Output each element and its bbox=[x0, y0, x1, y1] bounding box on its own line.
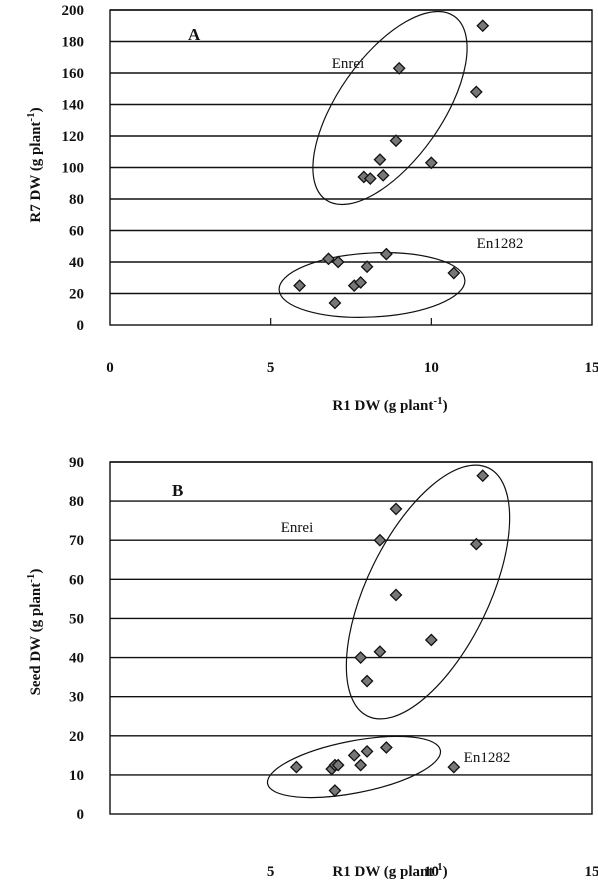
data-point-en1282 bbox=[360, 745, 374, 758]
x-tick-label: 15 bbox=[585, 864, 598, 880]
y-tick-label: 200 bbox=[62, 3, 85, 19]
group-ellipse-enrei bbox=[312, 10, 468, 206]
y-tick-label: 70 bbox=[69, 533, 84, 549]
data-point-enrei bbox=[389, 588, 403, 602]
group-label-enrei: Enrei bbox=[332, 56, 364, 72]
data-point-en1282 bbox=[354, 276, 368, 289]
y-tick-label: 40 bbox=[69, 651, 84, 667]
panel-letter: A bbox=[188, 25, 201, 44]
x-tick-label: 10 bbox=[424, 360, 439, 376]
y-tick-label: 0 bbox=[77, 807, 85, 823]
plot-frame bbox=[109, 461, 593, 815]
data-point-en1282 bbox=[354, 758, 368, 772]
panel-a: 0 20 40 60 80 100 120 140 160 180 200 0 5 10 15 R1 DW (… bbox=[25, 3, 598, 414]
y-tick-label: 10 bbox=[69, 768, 84, 784]
x-tick-label: 15 bbox=[585, 360, 598, 376]
data-point-enrei bbox=[373, 645, 387, 659]
data-point-enrei bbox=[389, 502, 403, 516]
data-point-enrei bbox=[392, 61, 406, 75]
data-point-enrei bbox=[354, 651, 368, 664]
x-tick-label: 0 bbox=[106, 360, 114, 376]
data-point-enrei bbox=[476, 19, 490, 33]
y-tick-label: 160 bbox=[62, 66, 85, 82]
data-point-en1282 bbox=[328, 296, 342, 310]
data-point-en1282 bbox=[331, 255, 345, 269]
y-tick-label: 90 bbox=[69, 455, 84, 471]
y-tick-label: 60 bbox=[69, 572, 84, 588]
data-point-enrei bbox=[363, 172, 377, 185]
data-point-enrei bbox=[424, 156, 438, 170]
data-point-en1282 bbox=[360, 260, 374, 274]
data-point-en1282 bbox=[347, 748, 361, 762]
data-point-enrei bbox=[389, 134, 403, 148]
group-ellipse-en1282 bbox=[278, 252, 466, 318]
y-axis-label: Seed DW (g plant-1) bbox=[25, 569, 44, 696]
y-tick-label: 180 bbox=[62, 35, 85, 51]
group-label-en1282: En1282 bbox=[464, 750, 511, 766]
panel-letter: B bbox=[172, 481, 183, 500]
y-tick-label: 100 bbox=[62, 161, 85, 177]
data-point-en1282 bbox=[447, 266, 461, 280]
data-point-enrei bbox=[360, 674, 374, 688]
x-tick-label: 5 bbox=[267, 864, 275, 880]
y-tick-label: 60 bbox=[69, 224, 84, 240]
group-ellipse-en1282 bbox=[266, 735, 442, 799]
data-point-en1282 bbox=[379, 741, 393, 754]
group-ellipse-enrei bbox=[345, 464, 511, 720]
y-tick-label: 20 bbox=[69, 729, 84, 745]
data-point-enrei bbox=[469, 85, 483, 99]
data-point-enrei bbox=[424, 633, 438, 647]
data-point-en1282 bbox=[447, 760, 461, 774]
data-point-en1282 bbox=[322, 252, 335, 266]
x-tick-label: 10 bbox=[424, 864, 439, 880]
y-tick-label: 20 bbox=[69, 287, 84, 303]
data-point-en1282 bbox=[293, 279, 307, 293]
data-point-en1282 bbox=[289, 760, 303, 774]
data-point-enrei bbox=[476, 469, 490, 483]
y-tick-label: 120 bbox=[62, 129, 85, 145]
y-tick-label: 140 bbox=[62, 98, 85, 114]
x-axis-label: R1 DW (g plant-1) bbox=[332, 395, 447, 414]
y-axis-label: R7 DW (g plant-1) bbox=[25, 107, 44, 222]
data-point-en1282 bbox=[331, 758, 345, 772]
data-point-en1282 bbox=[328, 784, 342, 797]
data-point-enrei bbox=[373, 153, 387, 167]
plot-frame bbox=[109, 9, 593, 326]
y-tick-label: 30 bbox=[69, 690, 84, 706]
y-tick-label: 0 bbox=[77, 318, 85, 334]
data-point-enrei bbox=[469, 537, 483, 551]
y-tick-label: 40 bbox=[69, 255, 84, 271]
x-tick-label: 5 bbox=[267, 360, 275, 376]
data-point-enrei bbox=[373, 533, 387, 547]
x-axis-label: R1 DW (g plant-1) bbox=[332, 861, 447, 880]
y-tick-label: 80 bbox=[69, 494, 84, 510]
group-label-enrei: Enrei bbox=[281, 520, 313, 536]
y-tick-label: 80 bbox=[69, 192, 84, 208]
data-point-enrei bbox=[376, 168, 390, 182]
panel-b: 0 10 20 30 40 50 60 70 80 90 5 10 15 R1 DW (g plant-1… bbox=[25, 455, 598, 880]
y-tick-label: 50 bbox=[69, 611, 84, 627]
data-point-en1282 bbox=[379, 247, 393, 261]
group-label-en1282: En1282 bbox=[477, 236, 524, 252]
